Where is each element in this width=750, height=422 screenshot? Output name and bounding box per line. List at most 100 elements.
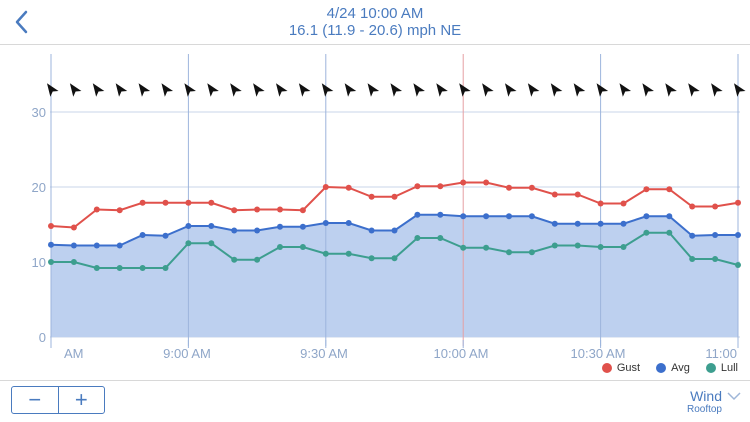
avg-point <box>574 220 581 227</box>
arrow-head <box>665 83 677 97</box>
arrow-head <box>46 83 59 97</box>
gust-point <box>231 207 238 214</box>
avg-point <box>345 220 352 226</box>
gust-point <box>551 191 558 198</box>
legend-item-avg: Avg <box>656 362 690 374</box>
header: 4/24 10:00 AM 16.1 (11.9 - 20.6) mph NE <box>0 0 750 44</box>
wind-direction-arrow-icon <box>711 83 723 97</box>
arrow-head <box>161 83 174 97</box>
arrow-head <box>367 83 380 97</box>
gust-point <box>483 179 490 186</box>
lull-point <box>620 244 627 250</box>
wind-direction-arrow-icon <box>46 83 59 97</box>
avg-point <box>231 227 238 234</box>
gust-point <box>139 199 146 206</box>
legend-item-lull: Lull <box>705 362 738 374</box>
zoom-out-button[interactable]: − <box>28 387 42 412</box>
zoom-in-button[interactable]: + <box>57 387 105 413</box>
lull-point <box>231 256 238 263</box>
lull-point <box>574 242 581 249</box>
lull-point <box>460 244 467 251</box>
gust-point <box>70 224 77 231</box>
gust-point <box>345 184 352 191</box>
gust-point <box>437 183 444 190</box>
arrow-head <box>459 83 471 97</box>
wind-direction-arrow-icon <box>69 83 82 97</box>
arrow-head <box>642 83 654 97</box>
arrow-head <box>298 83 311 97</box>
metric-selector[interactable]: Wind Rooftop <box>687 388 742 415</box>
zoom-control: − + <box>11 386 105 414</box>
avg-point <box>551 220 558 227</box>
x-tick-label: 9:30 AM <box>300 346 348 361</box>
wind-direction-arrow-icon <box>413 83 425 97</box>
arrow-head <box>733 83 746 97</box>
lull-point <box>391 255 398 262</box>
wind-direction-arrow-icon <box>275 83 288 97</box>
gust-point <box>299 207 306 214</box>
avg-point <box>460 213 467 220</box>
wind-direction-arrow-icon <box>550 83 563 97</box>
lull-point <box>93 265 100 271</box>
lull-point <box>185 240 192 247</box>
wind-direction-arrow-icon <box>573 83 586 97</box>
wind-chart[interactable]: 0 10 20 30 AM 9:00 AM 9:30 AM 10:00 AM 10:30 AM 1… <box>0 44 750 362</box>
wind-direction-arrow-icon <box>733 83 746 97</box>
avg-point <box>277 223 283 230</box>
wind-direction-arrow-icon <box>596 83 609 97</box>
x-tick-label: 11:00 <box>705 346 737 361</box>
wind-direction-arrow-icon <box>390 83 403 97</box>
avg-point <box>70 242 77 249</box>
wind-direction-arrow-icon <box>527 83 540 97</box>
gust-point <box>574 191 581 198</box>
legend-label: Gust <box>616 362 641 374</box>
gust-point <box>93 206 100 213</box>
lull-point <box>735 262 741 268</box>
metric-name: Wind <box>690 388 722 404</box>
arrow-head <box>69 83 82 97</box>
avg-point <box>322 220 329 226</box>
wind-direction-arrow-icon <box>665 83 677 97</box>
selected-reading: 16.1 (11.9 - 20.6) mph NE <box>288 22 462 39</box>
wind-direction-arrow-icon <box>253 83 265 97</box>
wind-direction-arrow-icon <box>619 83 632 97</box>
avg-point <box>666 213 673 220</box>
lull-point <box>666 229 673 236</box>
avg-point <box>116 242 123 249</box>
gust-point <box>254 206 261 213</box>
x-tick-label: 10:00 AM <box>434 346 489 361</box>
lull-point <box>162 265 169 271</box>
gust-point <box>185 199 192 206</box>
avg-point <box>93 242 100 249</box>
arrow-head <box>253 83 265 97</box>
lull-point <box>368 255 375 262</box>
lull-point <box>689 256 696 262</box>
legend: Gust Avg Lull <box>601 362 738 374</box>
lull-point <box>48 259 54 265</box>
wind-direction-arrow-icon <box>642 83 654 97</box>
lull-point <box>277 244 283 250</box>
avg-point <box>506 213 512 220</box>
y-tick-label: 20 <box>32 180 46 195</box>
arrow-head <box>436 83 448 97</box>
lull-point <box>712 256 719 262</box>
avg-point <box>735 232 741 238</box>
arrow-head <box>92 83 105 97</box>
avg-point <box>689 232 696 239</box>
wind-direction-arrow-icon <box>207 83 219 97</box>
arrow-head <box>230 83 242 97</box>
arrow-head <box>504 83 517 97</box>
wind-direction-arrow-icon <box>436 83 448 97</box>
arrow-head <box>688 83 700 97</box>
back-chevron-icon[interactable] <box>10 8 34 36</box>
lull-point <box>254 256 261 263</box>
lull-dot-icon <box>705 363 716 373</box>
avg-point <box>483 213 490 220</box>
gust-point <box>48 223 54 229</box>
avg-point <box>299 223 306 230</box>
arrow-head <box>711 83 723 97</box>
lull-point <box>208 240 215 247</box>
gust-point <box>116 207 123 214</box>
avg-point <box>368 227 375 234</box>
divider <box>0 380 750 381</box>
